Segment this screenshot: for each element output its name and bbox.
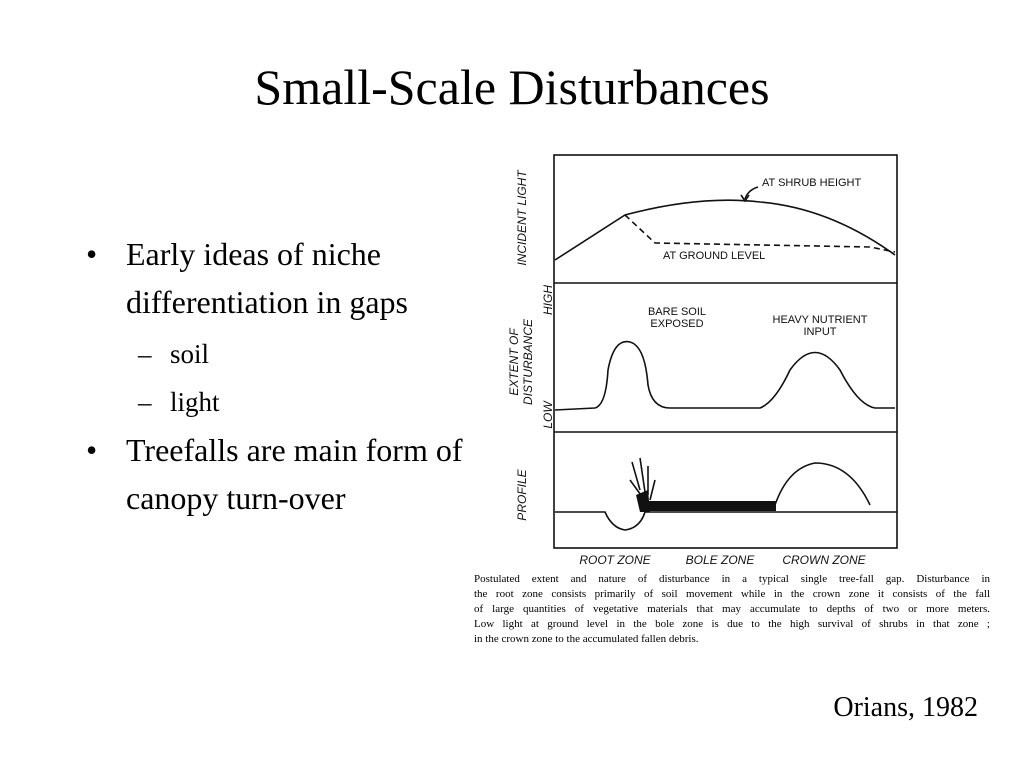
- root-mass: [636, 490, 650, 512]
- axis-label: HIGH: [541, 285, 555, 315]
- disturbance-curve: [554, 340, 895, 411]
- zone-label: ROOT ZONE: [579, 553, 651, 567]
- figure-caption: Postulated extent and nature of disturba…: [474, 572, 990, 647]
- bullet: Treefalls are main form of canopy turn-o…: [86, 426, 481, 522]
- arrow: [744, 186, 759, 200]
- arrow-head: [740, 194, 750, 203]
- sub-bullet: soil: [86, 330, 481, 378]
- axis-label: INCIDENT LIGHT: [515, 169, 529, 266]
- crown: [774, 462, 871, 506]
- sub-bullet: light: [86, 378, 481, 426]
- frame: [553, 154, 898, 549]
- bole: [644, 501, 776, 511]
- curve-label: AT GROUND LEVEL: [663, 250, 765, 262]
- zone-label: BOLE ZONE: [686, 553, 756, 567]
- slide-title: Small-Scale Disturbances: [254, 59, 770, 115]
- peak-label: HEAVY NUTRIENT: [773, 314, 868, 326]
- axis-label: LOW: [541, 400, 555, 429]
- zone-label: CROWN ZONE: [782, 553, 866, 567]
- curve-label: AT SHRUB HEIGHT: [762, 177, 861, 189]
- caption-line: of large quantities of vegetative materi…: [474, 603, 990, 615]
- caption-line: Postulated extent and nature of disturba…: [474, 573, 990, 585]
- bullet: Early ideas of niche differentiation in …: [86, 230, 481, 326]
- peak-label: INPUT: [804, 326, 837, 338]
- bullet-list: Early ideas of niche differentiation in …: [86, 230, 481, 526]
- diagram-lines: [553, 154, 898, 549]
- ground-profile: [555, 511, 897, 531]
- ground-curve: [624, 214, 896, 253]
- axis-label: EXTENT OF: [507, 328, 521, 396]
- axis-label: PROFILE: [515, 468, 529, 520]
- axis-label: DISTURBANCE: [521, 318, 535, 405]
- shrub-curve: [554, 199, 896, 261]
- caption-line: in the crown zone to the accumulated fal…: [474, 633, 699, 645]
- peak-label: EXPOSED: [650, 318, 703, 330]
- caption-line: the root zone consists primarily of soil…: [474, 588, 990, 600]
- peak-label: BARE SOIL: [648, 306, 706, 318]
- caption-line: Low light at ground level in the bole zo…: [474, 618, 990, 630]
- citation: Orians, 1982: [833, 692, 978, 723]
- roots: [629, 457, 656, 501]
